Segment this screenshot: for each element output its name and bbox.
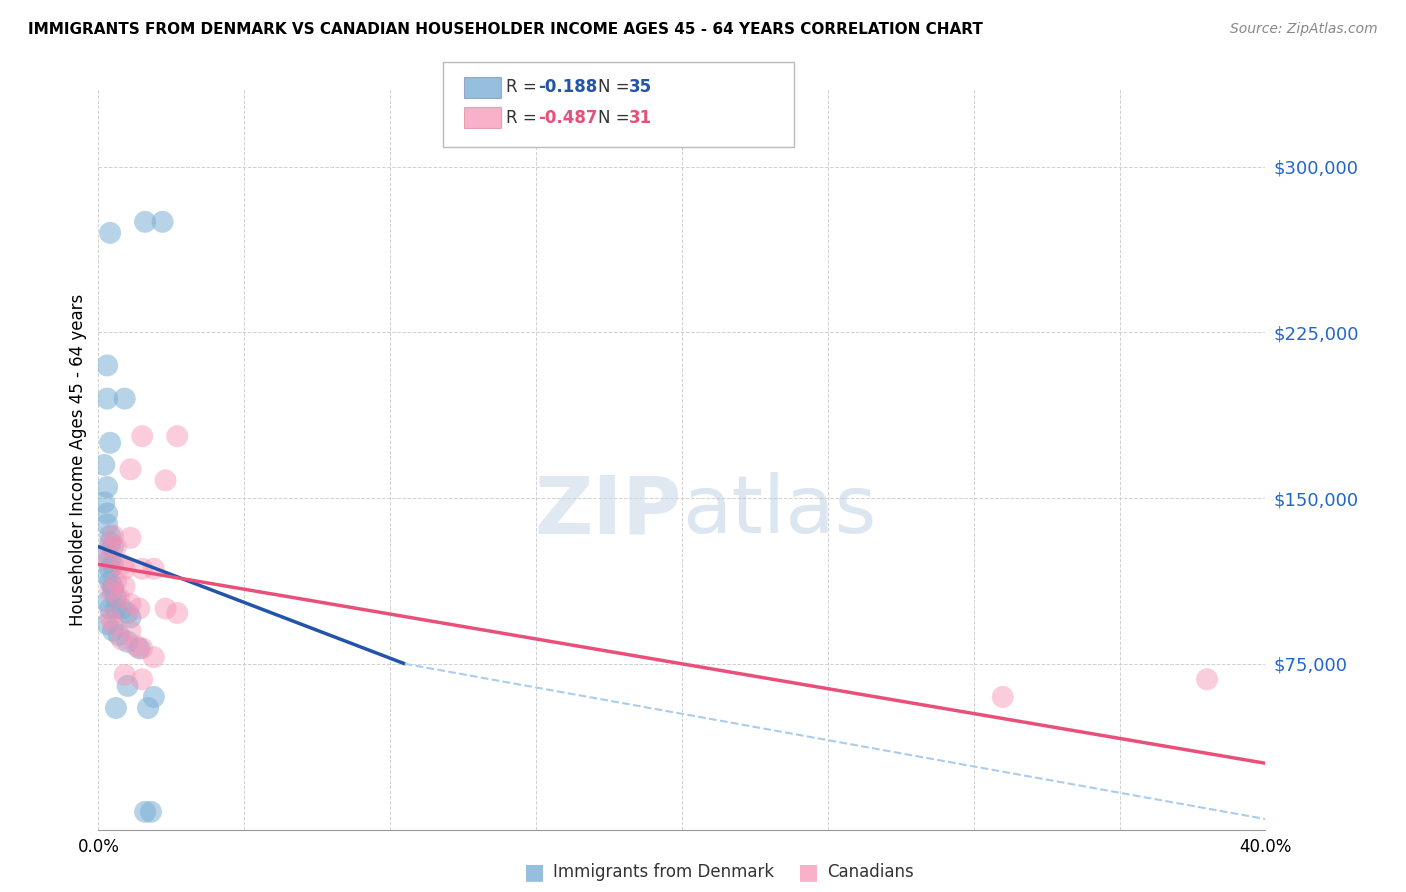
Point [96,568,118,582]
Point [96,359,118,373]
Point [101,579,124,593]
Point [166,606,188,620]
Point [120,462,142,476]
Point [98,553,121,567]
Point [991,690,1014,704]
Point [101,583,124,598]
Point [111,558,134,572]
Point [114,579,136,593]
Point [96,595,118,609]
Text: atlas: atlas [682,472,876,550]
Point [117,634,139,648]
Point [139,805,162,819]
Point [98,226,121,240]
Point [114,668,136,682]
Text: -0.487: -0.487 [538,109,598,127]
Point [108,591,131,605]
Point [98,601,121,615]
Text: N =: N = [598,109,634,127]
Point [96,392,118,406]
Point [117,679,139,693]
Point [142,650,165,665]
Text: N =: N = [598,78,634,95]
Point [152,215,174,229]
Point [117,606,139,620]
Point [111,601,134,615]
Point [120,624,142,638]
Point [104,701,127,715]
Point [104,540,127,554]
Point [96,617,118,632]
Text: 31: 31 [628,109,651,127]
Point [101,528,124,542]
Point [101,617,124,632]
Point [93,458,115,472]
Point [131,673,153,687]
Point [142,562,165,576]
Point [131,641,153,656]
Text: ZIP: ZIP [534,472,682,550]
Point [131,429,153,443]
Text: Immigrants from Denmark: Immigrants from Denmark [553,863,773,881]
Point [111,632,134,647]
Text: Source: ZipAtlas.com: Source: ZipAtlas.com [1230,22,1378,37]
Point [166,429,188,443]
Point [98,610,121,624]
Point [128,641,150,656]
Point [120,531,142,545]
Point [101,624,124,638]
Point [101,540,124,554]
Text: R =: R = [506,109,543,127]
Point [120,610,142,624]
Text: 35: 35 [628,78,651,95]
Point [142,690,165,704]
Point [98,528,121,542]
Text: ■: ■ [799,863,818,882]
Point [98,540,121,554]
Point [96,546,118,560]
Point [134,805,156,819]
Point [104,591,127,605]
Text: IMMIGRANTS FROM DENMARK VS CANADIAN HOUSEHOLDER INCOME AGES 45 - 64 YEARS CORREL: IMMIGRANTS FROM DENMARK VS CANADIAN HOUS… [28,22,983,37]
Point [155,474,177,488]
Point [96,480,118,494]
Text: Canadians: Canadians [827,863,914,881]
Point [114,392,136,406]
Point [96,553,118,567]
Point [114,562,136,576]
Point [155,601,177,615]
Point [131,562,153,576]
Point [96,517,118,532]
Point [98,562,121,576]
Point [134,215,156,229]
Point [96,507,118,521]
Text: R =: R = [506,78,543,95]
Point [108,628,131,642]
Point [125,639,148,653]
Point [128,601,150,615]
Point [1195,673,1218,687]
Text: -0.188: -0.188 [538,78,598,95]
Point [104,601,127,615]
Point [98,583,121,598]
Point [136,701,159,715]
Point [98,575,121,590]
Y-axis label: Householder Income Ages 45 - 64 years: Householder Income Ages 45 - 64 years [69,293,87,625]
Text: ■: ■ [524,863,544,882]
Point [104,575,127,590]
Point [98,435,121,450]
Point [101,558,124,572]
Point [120,597,142,611]
Point [93,495,115,509]
Point [98,535,121,549]
